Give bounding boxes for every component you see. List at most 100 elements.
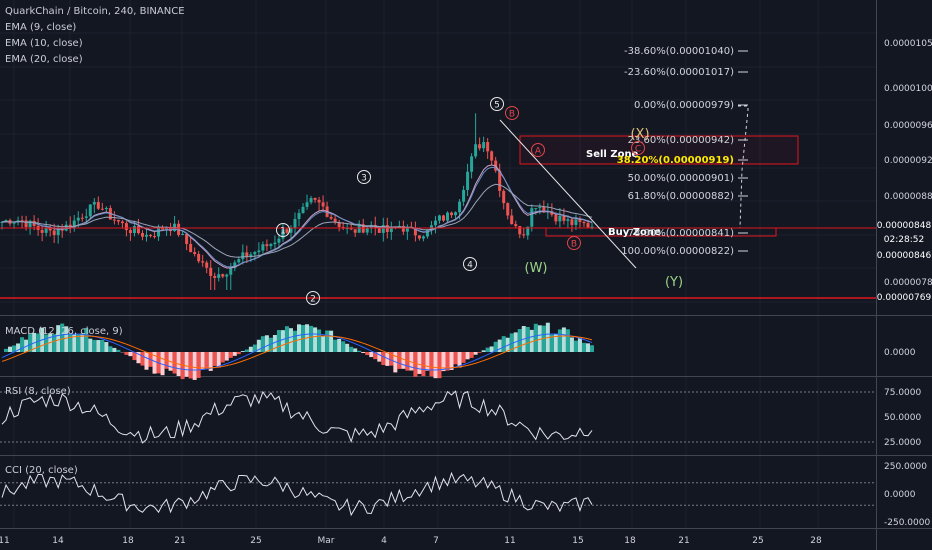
candle-body [0, 221, 4, 223]
macd-bar [477, 352, 482, 353]
cci-axis-label: -250.0000 [884, 518, 930, 528]
candle-body [526, 226, 530, 236]
candle [40, 226, 44, 242]
macd-bar [236, 352, 241, 355]
macd-bar [96, 340, 101, 352]
candle-body [181, 233, 185, 235]
macd-bar [132, 352, 137, 361]
macd-bar [453, 352, 458, 365]
candle [486, 138, 490, 159]
macd-bar [309, 325, 314, 352]
candle-body [169, 226, 173, 232]
candle [100, 202, 104, 211]
candle-body [534, 208, 538, 210]
candle-body [48, 228, 52, 231]
candle [381, 217, 385, 242]
candle [570, 217, 574, 232]
macd-title[interactable]: MACD (12, 26, close, 9) [5, 326, 123, 337]
candle-body [136, 226, 140, 234]
candle [474, 113, 478, 159]
candle [265, 239, 269, 251]
macd-bar [401, 352, 406, 369]
candle-body [321, 202, 325, 207]
macd-bar [325, 330, 330, 352]
candle-body [225, 274, 229, 277]
time-axis-label: 25 [250, 536, 261, 546]
candle-body [24, 220, 28, 227]
candle-body [510, 215, 514, 225]
macd-bar [128, 352, 133, 357]
candle-body [213, 275, 217, 278]
macd-bar [465, 352, 470, 360]
macd-bar [20, 337, 25, 352]
candle [522, 228, 526, 239]
candle-body [4, 220, 8, 222]
candle-body [149, 234, 153, 237]
candle-body [498, 170, 502, 191]
candle [48, 224, 52, 237]
candle-body [333, 218, 337, 222]
macd-bar [377, 352, 382, 362]
candle [44, 220, 48, 237]
candle-body [309, 198, 313, 203]
time-axis-label: 11 [0, 536, 10, 546]
candle-body [269, 244, 273, 247]
macd-bar [16, 343, 21, 352]
candle-body [249, 254, 253, 257]
candle [185, 232, 189, 251]
macd-bar [272, 335, 277, 352]
ema10-label[interactable]: EMA (10, close) [5, 38, 83, 49]
time-axis-label: 18 [624, 536, 636, 546]
chart-legend: QuarkChain / Bitcoin, 240, BINANCE EMA (… [5, 4, 185, 68]
ema20-label[interactable]: EMA (20, close) [5, 54, 83, 65]
wave-w-label: (W) [525, 261, 548, 276]
candle [482, 136, 486, 153]
time-axis-label: 15 [572, 536, 583, 546]
rsi-axis-label: 25.0000 [884, 438, 921, 448]
rsi-title[interactable]: RSI (8, close) [5, 386, 71, 397]
symbol-title[interactable]: QuarkChain / Bitcoin, 240, BINANCE [5, 6, 185, 17]
wave-2-ring [306, 291, 320, 305]
macd-bar [76, 333, 81, 352]
candle [293, 212, 297, 237]
candle-body [80, 217, 84, 219]
candle-body [558, 215, 562, 222]
candle-body [157, 228, 161, 237]
candle-body [474, 144, 478, 157]
macd-bar [481, 350, 486, 352]
ema10-line [1, 166, 593, 268]
candle [68, 216, 72, 234]
macd-bar [216, 352, 221, 368]
candle [466, 163, 470, 196]
ema9-label[interactable]: EMA (9, close) [5, 22, 77, 33]
macd-bar [473, 352, 478, 355]
candle-body [458, 201, 462, 213]
candle-body [478, 144, 482, 149]
rsi-axis-label: 75.0000 [884, 388, 921, 398]
macd-bar [441, 352, 446, 372]
macd-bar [24, 339, 29, 352]
candle [36, 218, 40, 236]
candle [413, 221, 417, 242]
macd-bar [72, 334, 77, 352]
candle-body [482, 142, 486, 149]
macd-bar [36, 333, 41, 352]
macd-bar [345, 343, 350, 352]
countdown-tag: 02:28:52 [883, 235, 925, 245]
ema9-line [1, 164, 593, 269]
wave-5: 5 [494, 101, 500, 111]
candle-body [566, 219, 570, 221]
candle [566, 216, 570, 228]
macd-bar [52, 334, 57, 352]
time-axis-label: 25 [752, 536, 763, 546]
candle-body [421, 236, 425, 239]
macd-bar [529, 329, 534, 352]
candle [313, 197, 317, 203]
candle-body [201, 261, 205, 263]
cci-title[interactable]: CCI (20, close) [5, 465, 78, 476]
fib-level-label: 23.60%(0.00000942) [628, 135, 734, 146]
wave-letter-C: C [635, 145, 641, 155]
candle-body [470, 156, 474, 172]
